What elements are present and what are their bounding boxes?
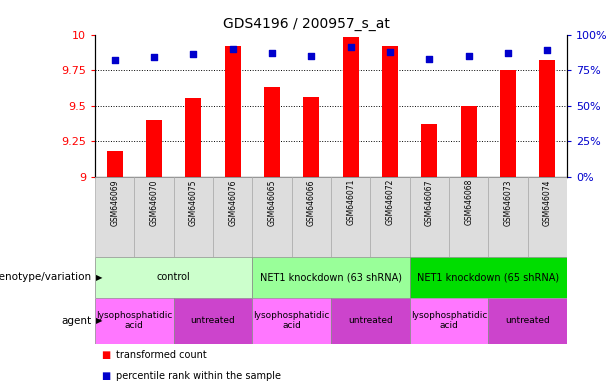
Point: [149, 54, 159, 60]
Text: untreated: untreated: [505, 316, 550, 325]
Text: GSM646072: GSM646072: [386, 179, 395, 225]
Bar: [213, 177, 253, 257]
Text: percentile rank within the sample: percentile rank within the sample: [116, 371, 281, 381]
Bar: [409, 257, 567, 298]
Point: [228, 46, 238, 52]
Point: [346, 44, 356, 50]
Point: [306, 53, 316, 59]
Bar: [303, 97, 319, 177]
Bar: [370, 177, 409, 257]
Text: untreated: untreated: [348, 316, 393, 325]
Text: GDS4196 / 200957_s_at: GDS4196 / 200957_s_at: [223, 17, 390, 31]
Bar: [95, 298, 173, 344]
Text: ■: ■: [101, 350, 110, 360]
Text: GSM646067: GSM646067: [425, 179, 434, 225]
Bar: [173, 177, 213, 257]
Bar: [343, 37, 359, 177]
Bar: [134, 177, 173, 257]
Bar: [382, 46, 398, 177]
Text: untreated: untreated: [191, 316, 235, 325]
Text: transformed count: transformed count: [116, 350, 207, 360]
Bar: [528, 177, 567, 257]
Text: GSM646066: GSM646066: [307, 179, 316, 225]
Bar: [489, 298, 567, 344]
Text: agent: agent: [62, 316, 92, 326]
Bar: [292, 177, 331, 257]
Text: GSM646076: GSM646076: [228, 179, 237, 225]
Text: control: control: [157, 272, 191, 283]
Bar: [253, 257, 409, 298]
Bar: [409, 177, 449, 257]
Bar: [225, 46, 240, 177]
Bar: [461, 106, 476, 177]
Point: [385, 48, 395, 55]
Text: ■: ■: [101, 371, 110, 381]
Text: GSM646070: GSM646070: [150, 179, 159, 225]
Bar: [186, 98, 201, 177]
Bar: [173, 298, 253, 344]
Point: [110, 57, 120, 63]
Bar: [253, 177, 292, 257]
Point: [503, 50, 513, 56]
Bar: [146, 120, 162, 177]
Bar: [253, 298, 331, 344]
Text: GSM646069: GSM646069: [110, 179, 119, 225]
Bar: [449, 177, 489, 257]
Text: ▶: ▶: [96, 273, 103, 282]
Point: [464, 53, 474, 59]
Text: lysophosphatidic
acid: lysophosphatidic acid: [96, 311, 172, 330]
Text: ▶: ▶: [96, 316, 103, 325]
Point: [543, 47, 552, 53]
Bar: [331, 298, 409, 344]
Bar: [331, 177, 370, 257]
Text: NET1 knockdown (63 shRNA): NET1 knockdown (63 shRNA): [260, 272, 402, 283]
Point: [267, 50, 277, 56]
Text: GSM646071: GSM646071: [346, 179, 355, 225]
Bar: [500, 70, 516, 177]
Text: lysophosphatidic
acid: lysophosphatidic acid: [254, 311, 330, 330]
Text: GSM646075: GSM646075: [189, 179, 198, 225]
Bar: [422, 124, 437, 177]
Point: [424, 56, 434, 62]
Text: genotype/variation: genotype/variation: [0, 272, 92, 283]
Point: [188, 51, 198, 58]
Text: GSM646065: GSM646065: [267, 179, 276, 225]
Bar: [107, 151, 123, 177]
Text: GSM646068: GSM646068: [464, 179, 473, 225]
Bar: [409, 298, 489, 344]
Text: GSM646073: GSM646073: [503, 179, 512, 225]
Text: NET1 knockdown (65 shRNA): NET1 knockdown (65 shRNA): [417, 272, 560, 283]
Bar: [539, 60, 555, 177]
Bar: [95, 257, 253, 298]
Bar: [95, 177, 134, 257]
Text: GSM646074: GSM646074: [543, 179, 552, 225]
Bar: [489, 177, 528, 257]
Bar: [264, 87, 280, 177]
Text: lysophosphatidic
acid: lysophosphatidic acid: [411, 311, 487, 330]
